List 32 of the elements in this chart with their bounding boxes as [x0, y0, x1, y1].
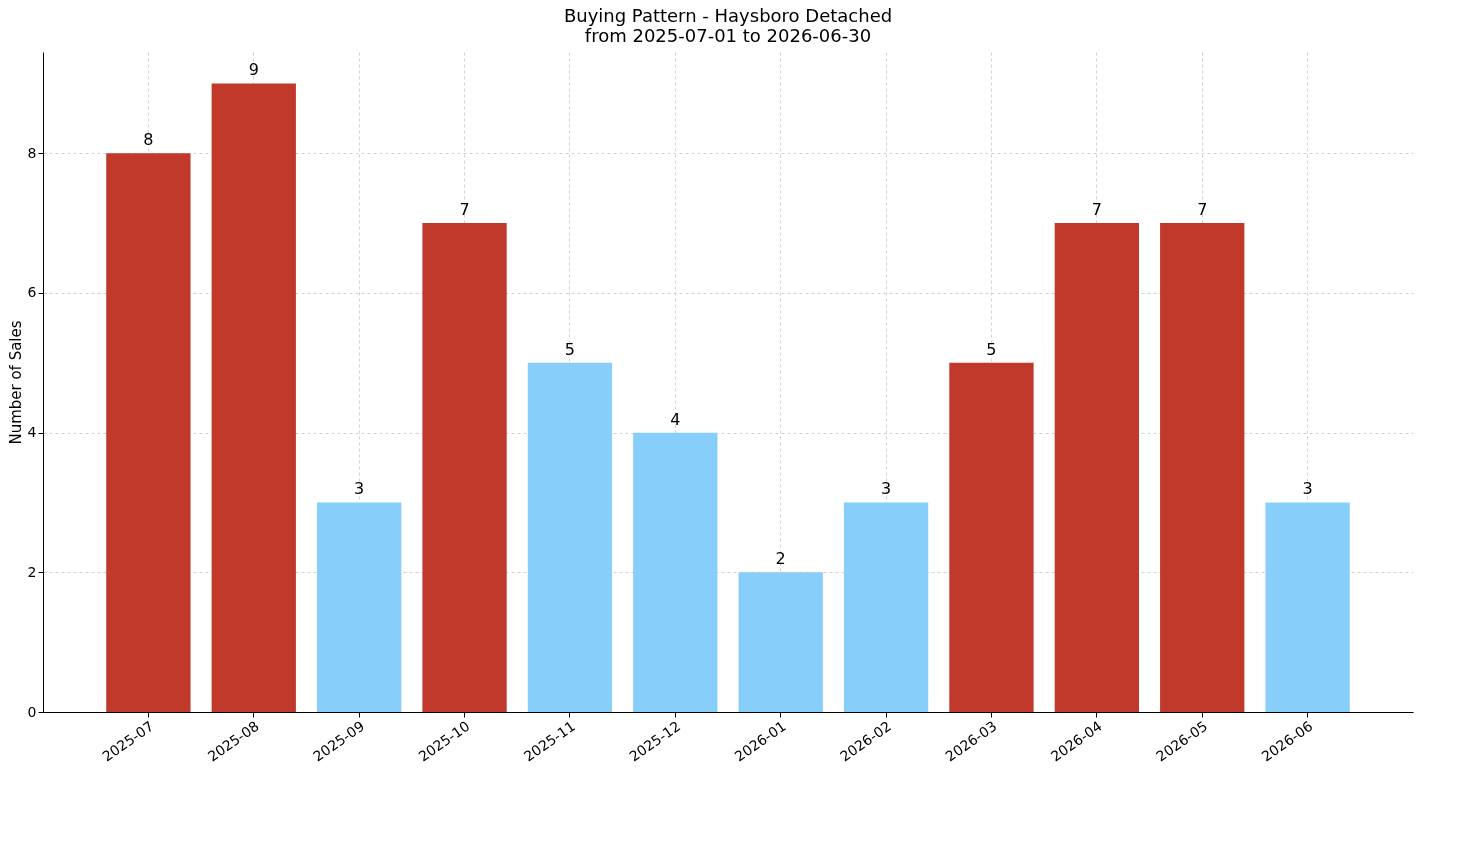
data-label: 7 [1197, 200, 1208, 220]
y-tick-label: 6 [27, 284, 37, 301]
data-label: 8 [143, 130, 154, 150]
chart-title: Buying Pattern - Haysboro Detached [563, 5, 893, 26]
data-label: 7 [459, 200, 470, 220]
bar [949, 362, 1034, 712]
y-tick-label: 2 [27, 563, 37, 580]
bar [106, 153, 191, 712]
bar [738, 572, 823, 712]
data-label: 5 [986, 339, 997, 359]
y-axis-title: Number of Sales [6, 320, 25, 445]
bar [527, 362, 613, 712]
bar [843, 502, 929, 712]
chart-subtitle: from 2025-07-01 to 2026-06-30 [584, 25, 872, 46]
data-label: 3 [354, 479, 365, 499]
y-tick-label: 8 [27, 144, 37, 161]
bar [1160, 223, 1245, 712]
data-label: 9 [248, 60, 259, 80]
data-label: 3 [1302, 479, 1313, 499]
bar [211, 83, 296, 712]
y-tick-label: 0 [27, 703, 37, 720]
data-label: 3 [880, 479, 892, 499]
bar [1054, 223, 1139, 712]
data-label: 7 [1091, 200, 1102, 220]
data-label: 4 [670, 409, 681, 429]
bar [633, 432, 718, 712]
bar [1265, 502, 1350, 712]
data-label: 2 [775, 549, 786, 569]
y-tick-label: 4 [27, 424, 37, 441]
bar [422, 223, 507, 712]
bar [317, 502, 402, 712]
data-label: 5 [564, 339, 576, 359]
